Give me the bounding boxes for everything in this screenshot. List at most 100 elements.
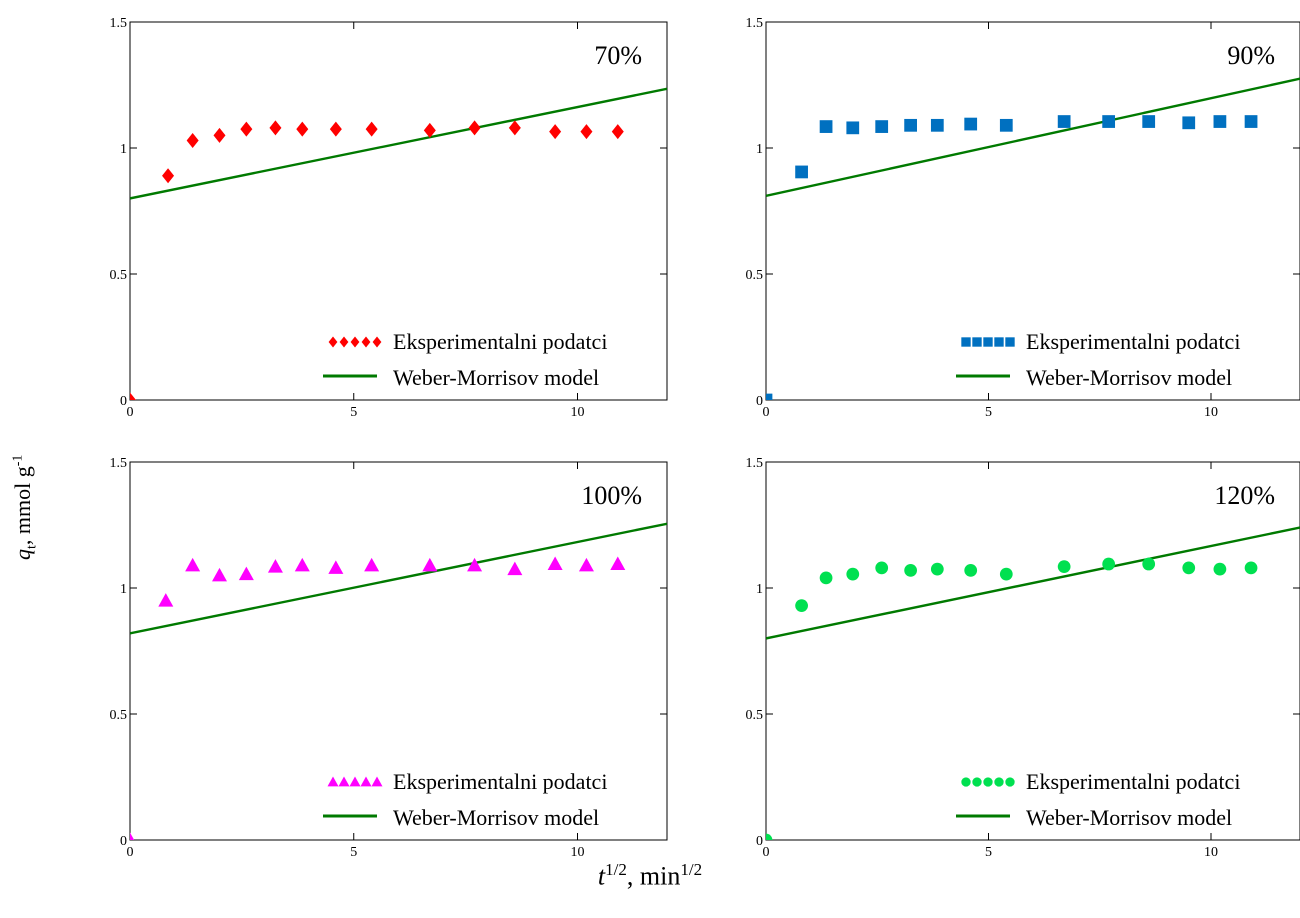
data-point	[1244, 561, 1258, 575]
x-tick-label: 0	[127, 405, 134, 420]
y-tick-label: 1.5	[746, 456, 764, 471]
panel-label: 120%	[1214, 481, 1275, 510]
y-axis-label-sup: -1	[10, 454, 26, 467]
data-point	[267, 559, 283, 573]
y-tick-label: 1	[756, 142, 763, 157]
legend-marker	[972, 777, 982, 787]
data-point	[365, 121, 378, 137]
y-tick-label: 0	[120, 394, 127, 409]
x-tick-label: 10	[1204, 845, 1218, 860]
data-point	[467, 557, 483, 572]
chart-panel-4: 0 0.5 1 1.5 0 5 10 120% Eksperimentalni podatci W…	[746, 456, 1300, 860]
data-point	[795, 599, 808, 613]
y-axis-label-text: , mmol g	[10, 466, 35, 546]
x-tick-label: 5	[350, 405, 357, 420]
y-tick-label: 0.5	[746, 708, 764, 723]
legend-label-model: Weber-Morrisov model	[1026, 805, 1232, 830]
x-tick-label: 10	[571, 845, 585, 860]
plot-frame	[765, 21, 1300, 401]
x-tick-label: 5	[985, 845, 992, 860]
data-point	[130, 832, 135, 840]
data-point	[238, 566, 254, 581]
legend-label-experimental: Eksperimentalni podatci	[393, 329, 607, 354]
legend-marker	[983, 777, 993, 787]
data-point	[1213, 562, 1227, 576]
legend-marker	[1005, 337, 1015, 347]
model-line	[766, 77, 1300, 198]
data-point	[185, 557, 201, 572]
data-point	[1182, 116, 1196, 130]
data-point	[1182, 561, 1196, 575]
data-point	[904, 563, 917, 577]
data-point	[269, 120, 282, 136]
x-tick-label: 0	[763, 405, 770, 420]
legend-label-experimental: Eksperimentalni podatci	[1026, 769, 1240, 794]
data-point	[904, 118, 917, 132]
legend-marker	[361, 336, 371, 348]
data-point	[547, 556, 563, 571]
y-axis-label: qt, mmol g-1	[10, 455, 40, 590]
model-line	[766, 526, 1300, 640]
y-tick-label: 1	[756, 582, 763, 597]
x-tick-label: 5	[350, 845, 357, 860]
chart-panel-3: 0 0.5 1 1.5 0 5 10 100% Eksperimentalni podatci W…	[110, 456, 668, 860]
data-point	[1057, 560, 1071, 573]
legend-marker	[983, 337, 993, 347]
data-point	[507, 561, 523, 576]
data-point	[186, 132, 199, 148]
data-point	[1213, 115, 1227, 128]
y-tick-label: 1.5	[110, 16, 128, 31]
x-axis-label-var: t	[597, 861, 606, 891]
legend-label-model: Weber-Morrisov model	[393, 805, 599, 830]
data-point	[795, 165, 808, 179]
data-point	[240, 121, 253, 137]
plot-frame	[765, 461, 1300, 841]
data-point	[964, 563, 978, 577]
x-axis-label: t1/2, min1/2	[0, 860, 1300, 892]
legend-label-model: Weber-Morrisov model	[1026, 365, 1232, 390]
data-point	[610, 556, 626, 571]
data-point	[846, 121, 860, 135]
plot-frame	[129, 461, 668, 841]
data-points	[766, 557, 1258, 840]
data-point	[294, 557, 310, 572]
legend-marker	[338, 776, 350, 787]
data-point	[580, 124, 593, 140]
data-point	[158, 593, 174, 607]
y-axis-label-sub: t	[24, 545, 40, 549]
data-point	[611, 124, 624, 140]
x-axis-label-sup2: 1/2	[680, 860, 703, 879]
legend-marker	[972, 337, 982, 347]
chart-panel-1: 0 0.5 1 1.5 0 5 10 70% Eksperimentalni podatci We…	[110, 16, 668, 420]
y-tick-label: 0	[756, 834, 763, 849]
y-tick-label: 1	[120, 582, 127, 597]
legend-marker	[1005, 777, 1015, 787]
legend-label-experimental: Eksperimentalni podatci	[1026, 329, 1240, 354]
data-points	[130, 120, 624, 400]
y-tick-label: 0.5	[110, 708, 128, 723]
y-tick-label: 0.5	[110, 268, 128, 283]
legend-marker	[961, 777, 971, 787]
data-point	[1102, 115, 1116, 128]
data-point	[212, 567, 227, 582]
legend-label-model: Weber-Morrisov model	[393, 365, 599, 390]
data-point	[578, 557, 594, 572]
data-point	[999, 118, 1013, 132]
data-point	[1057, 115, 1071, 128]
x-tick-label: 5	[985, 405, 992, 420]
data-point	[846, 567, 860, 581]
panel-label: 100%	[581, 481, 642, 510]
data-point	[364, 557, 380, 572]
data-point	[162, 168, 175, 184]
data-point	[930, 118, 944, 132]
panel-label: 70%	[594, 41, 642, 70]
legend-marker	[327, 776, 339, 787]
y-tick-label: 1.5	[110, 456, 128, 471]
legend-marker	[994, 777, 1004, 787]
data-point	[423, 122, 436, 138]
x-tick-label: 0	[763, 845, 770, 860]
legend-marker	[961, 337, 971, 347]
y-axis-label-var: q	[10, 549, 35, 560]
legend-marker	[339, 336, 349, 348]
